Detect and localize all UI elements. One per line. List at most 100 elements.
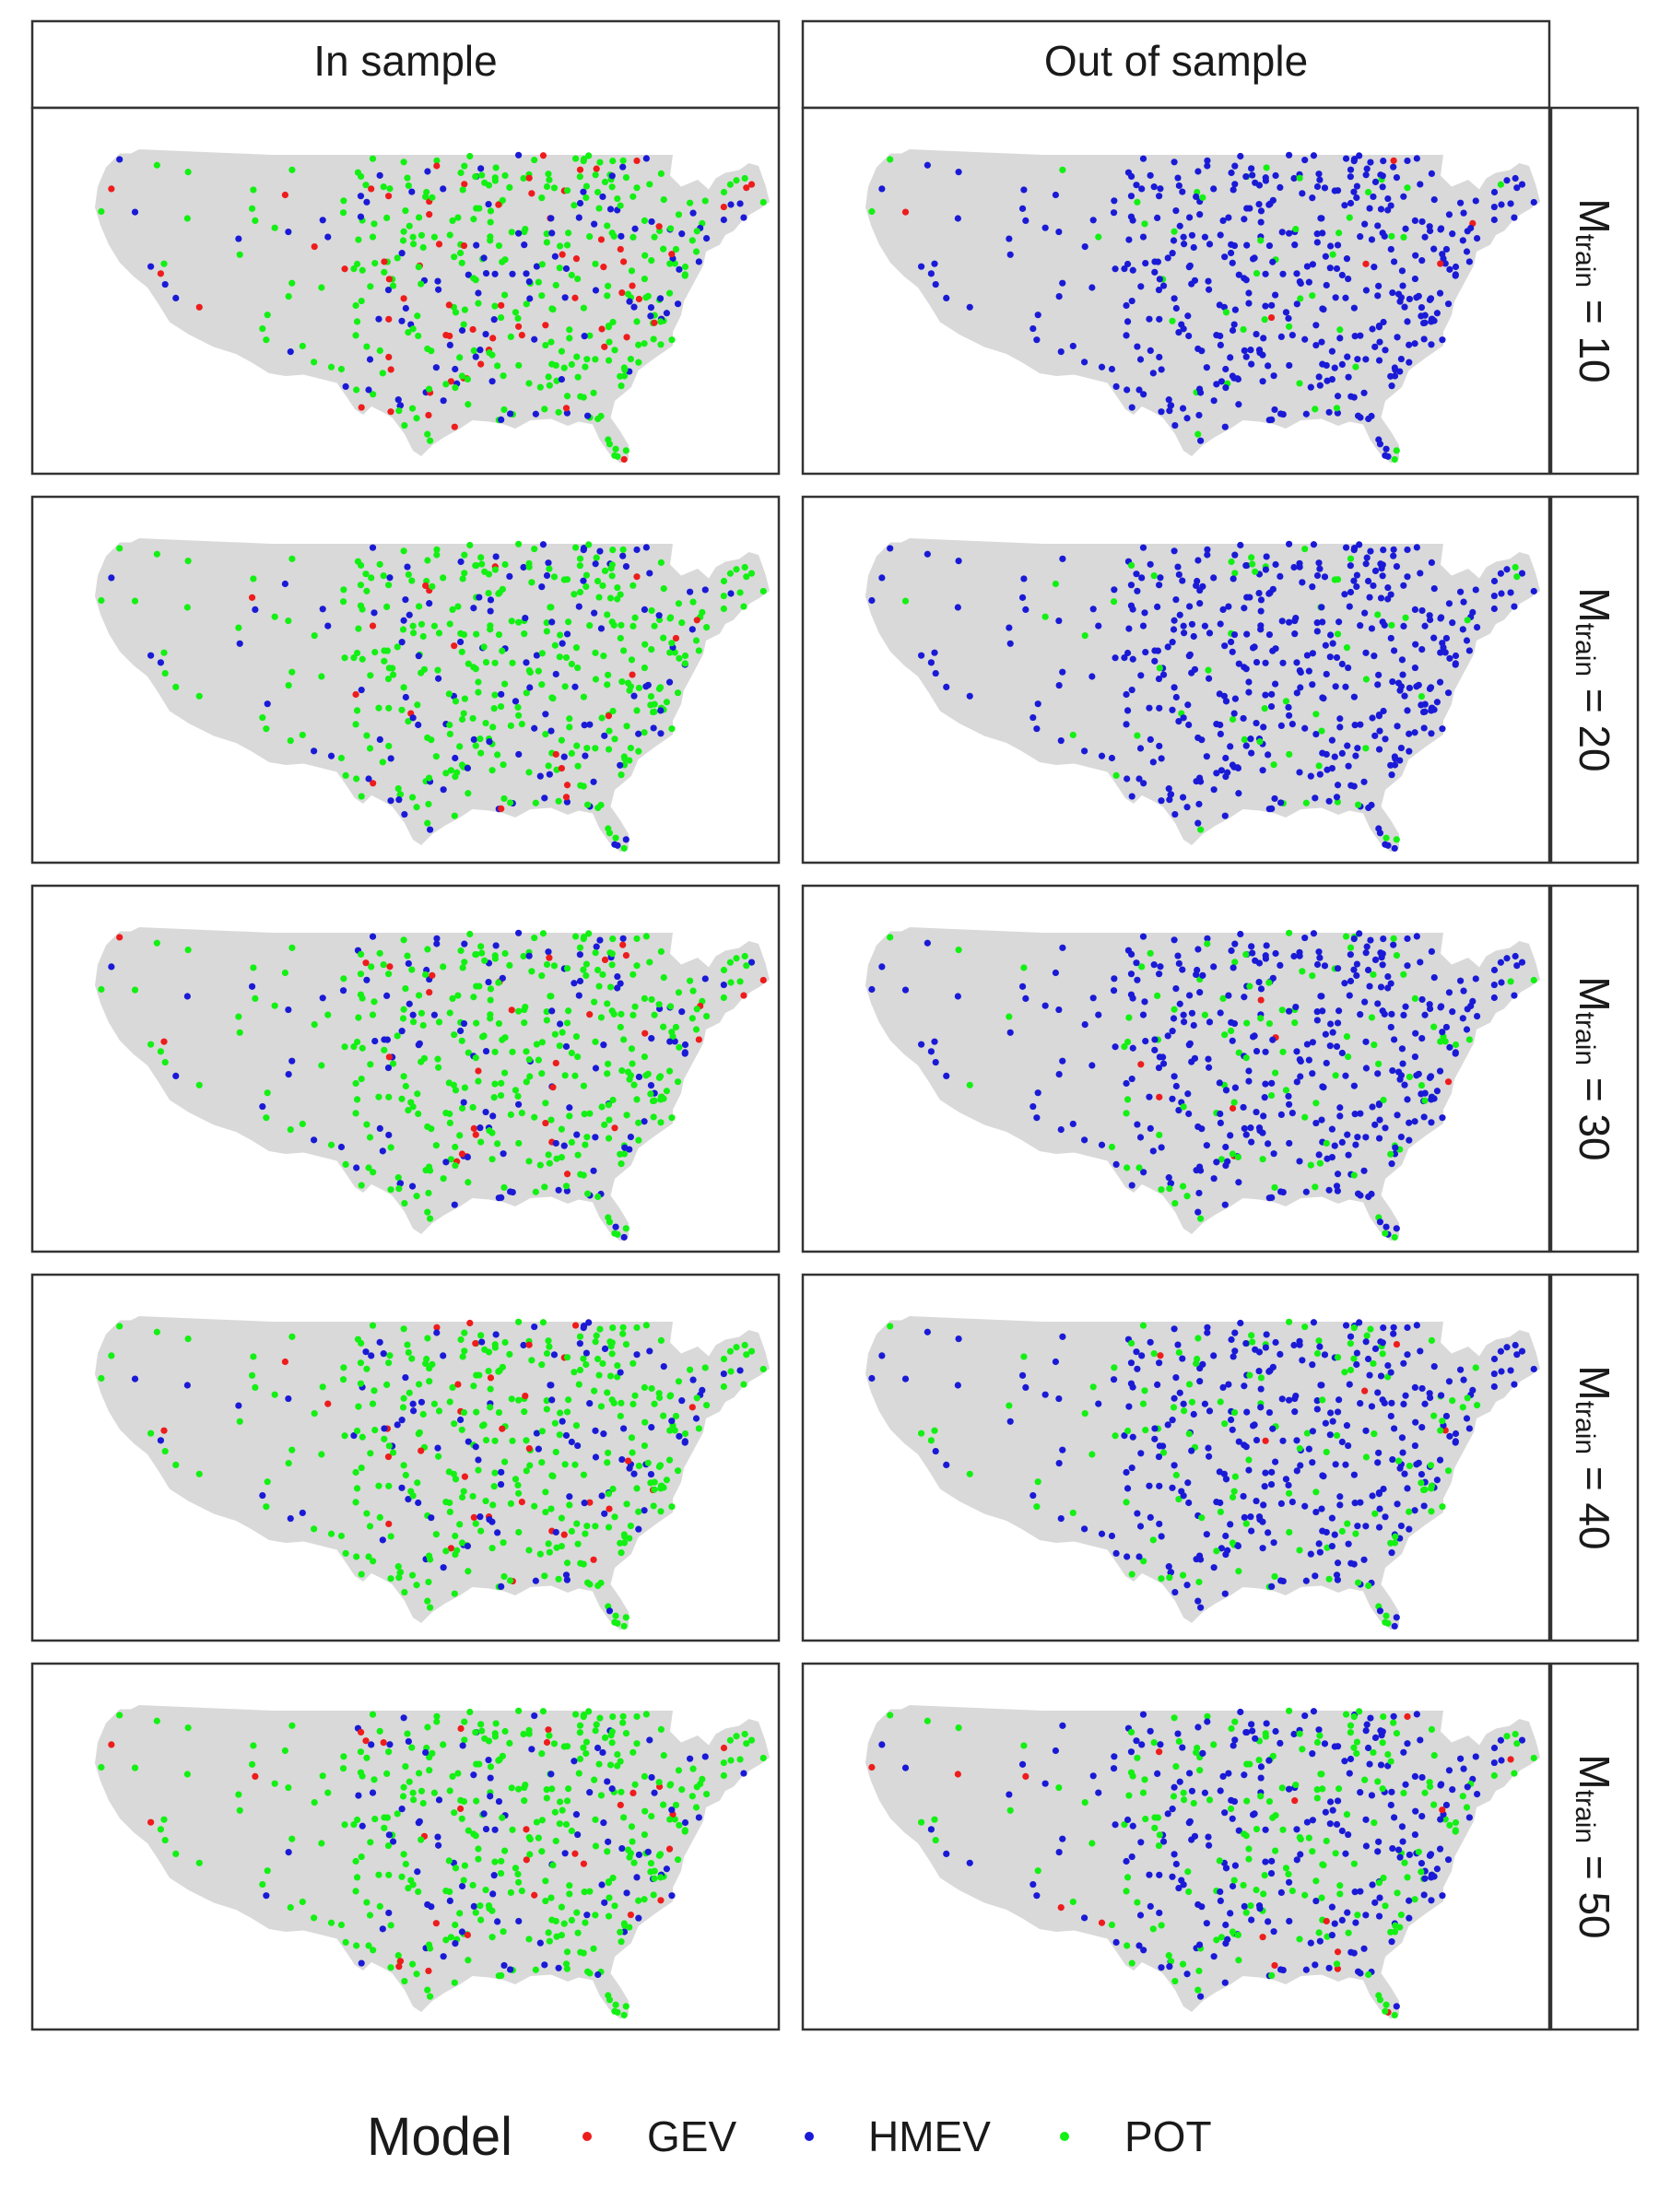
station-point-hmev <box>1059 1057 1066 1065</box>
station-point-hmev <box>1006 235 1013 242</box>
station-point-pot <box>1292 225 1300 233</box>
station-point-pot <box>720 1759 727 1767</box>
station-point-pot <box>1139 1322 1147 1329</box>
station-point-pot <box>552 281 559 289</box>
station-point-pot <box>435 1453 442 1460</box>
station-point-hmev <box>1229 761 1236 769</box>
station-point-pot <box>1128 1571 1135 1578</box>
station-point-hmev <box>576 199 584 207</box>
station-point-pot <box>446 620 453 628</box>
station-point-pot <box>340 1753 347 1760</box>
station-point-hmev <box>1147 560 1154 568</box>
station-point-hmev <box>381 1036 388 1043</box>
station-point-hmev <box>618 232 625 240</box>
station-point-hmev <box>1201 1789 1208 1796</box>
station-point-hmev <box>1171 617 1178 624</box>
station-point-pot <box>514 1870 522 1878</box>
station-point-hmev <box>1393 1225 1400 1232</box>
station-point-pot <box>641 1418 649 1426</box>
station-point-hmev <box>1345 1540 1352 1547</box>
station-point-pot <box>1183 1193 1191 1200</box>
station-point-pot <box>1437 1038 1444 1045</box>
station-point-hmev <box>1371 178 1380 185</box>
station-point-hmev <box>590 1167 597 1174</box>
station-point-pot <box>501 1069 509 1077</box>
station-point-pot <box>271 1780 278 1787</box>
station-point-hmev <box>1180 233 1187 241</box>
station-point-pot <box>271 1391 278 1398</box>
station-point-pot <box>887 1323 894 1330</box>
station-point-hmev <box>1322 1419 1329 1427</box>
station-point-pot <box>656 1851 665 1858</box>
station-point-pot <box>635 684 642 692</box>
station-point-hmev <box>943 1850 950 1857</box>
station-point-pot <box>592 171 599 179</box>
station-point-pot <box>547 1505 555 1512</box>
station-point-hmev <box>433 940 441 947</box>
station-point-hmev <box>1369 1881 1376 1888</box>
station-point-hmev <box>1449 1786 1456 1794</box>
station-point-pot <box>549 695 557 702</box>
station-point-hmev <box>1253 658 1261 666</box>
station-point-hmev <box>1230 630 1239 639</box>
station-point-pot <box>424 430 431 438</box>
station-point-pot <box>362 182 370 189</box>
station-point-hmev <box>1204 935 1211 942</box>
station-point-hmev <box>1331 364 1338 371</box>
station-point-pot <box>375 1482 382 1489</box>
station-point-hmev <box>1241 605 1248 612</box>
station-point-pot <box>1382 1230 1389 1237</box>
station-point-hmev <box>1498 201 1505 208</box>
station-point-hmev <box>1380 1485 1387 1493</box>
station-point-hmev <box>689 1376 697 1383</box>
station-point-hmev <box>1362 1816 1370 1823</box>
station-point-hmev <box>1412 641 1419 648</box>
station-point-hmev <box>966 303 973 311</box>
station-point-hmev <box>1357 1011 1364 1018</box>
station-point-gev <box>633 573 641 581</box>
station-point-hmev <box>1222 773 1230 781</box>
station-point-pot <box>1362 745 1370 752</box>
station-point-hmev <box>1285 703 1292 712</box>
station-point-hmev <box>531 335 538 343</box>
station-point-hmev <box>1320 1084 1327 1091</box>
station-point-pot <box>380 183 387 191</box>
station-point-pot <box>358 1853 365 1861</box>
station-point-gev <box>108 185 115 193</box>
station-point-hmev <box>1022 606 1030 613</box>
station-point-hmev <box>1379 183 1386 191</box>
station-point-hmev <box>1404 962 1411 970</box>
station-point-hmev <box>1323 750 1330 759</box>
station-point-pot <box>592 356 599 363</box>
station-point-pot <box>618 1788 625 1795</box>
station-point-hmev <box>1195 774 1204 782</box>
station-point-pot <box>1400 971 1407 978</box>
station-point-pot <box>172 683 180 690</box>
station-point-hmev <box>1336 1501 1344 1509</box>
station-point-pot <box>1343 1811 1351 1818</box>
station-point-pot <box>581 1888 588 1896</box>
station-point-hmev <box>1342 544 1350 551</box>
station-point-pot <box>1246 982 1253 990</box>
station-point-hmev <box>1217 730 1224 737</box>
station-point-hmev <box>1357 622 1364 629</box>
station-point-hmev <box>1055 1460 1063 1467</box>
station-point-pot <box>1411 994 1418 1002</box>
station-point-pot <box>250 964 257 971</box>
station-point-hmev <box>1219 606 1227 613</box>
station-point-hmev <box>1052 1747 1059 1755</box>
station-point-pot <box>629 582 637 589</box>
station-point-pot <box>370 1169 377 1176</box>
station-point-pot <box>620 647 628 654</box>
station-point-pot <box>488 1934 496 1941</box>
station-point-pot <box>582 1141 589 1148</box>
station-point-hmev <box>1124 386 1131 394</box>
station-point-pot <box>1397 1911 1405 1919</box>
station-point-pot <box>665 1067 674 1075</box>
station-point-hmev <box>1364 966 1372 974</box>
station-point-pot <box>491 691 499 699</box>
station-point-pot <box>568 1138 575 1146</box>
station-point-pot <box>499 585 506 593</box>
station-point-hmev <box>562 1042 571 1051</box>
station-point-pot <box>172 1461 180 1468</box>
